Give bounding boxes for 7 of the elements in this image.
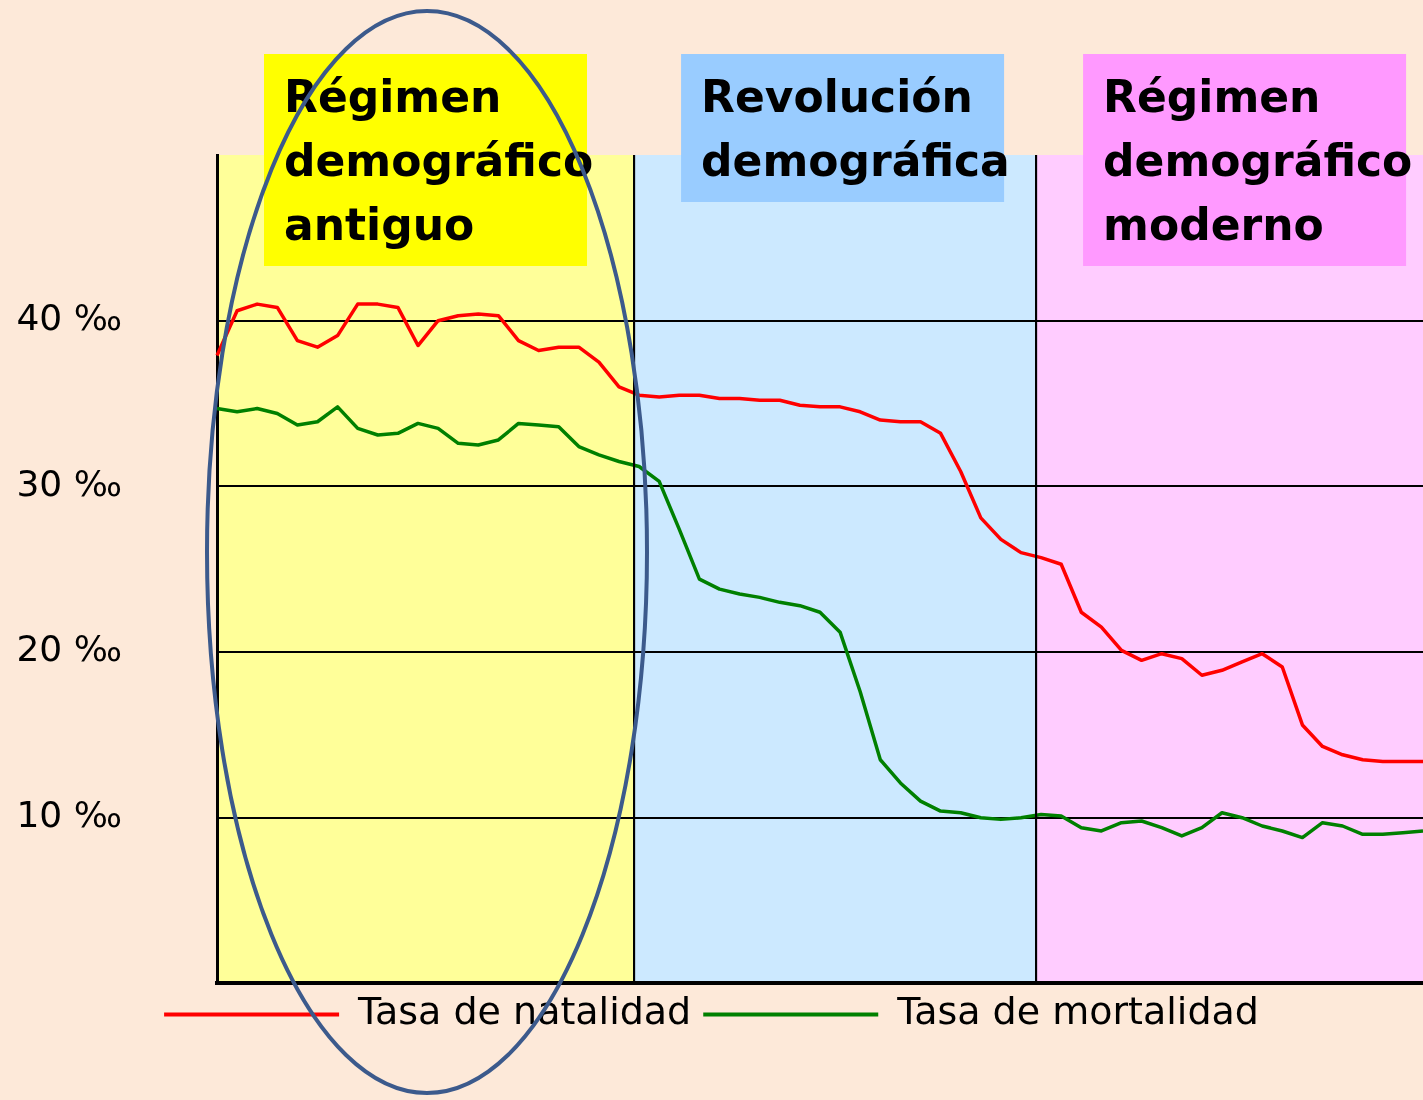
y-tick-label: 10 ‰ [16,794,122,836]
annotation: Revolución demográfica [701,71,1010,186]
y-tick-label: 30 ‰ [16,462,122,504]
legend-label: Tasa de mortalidad [896,989,1259,1034]
annotation: Régimen demográfico moderno [1103,71,1413,250]
y-tick-label: 20 ‰ [16,628,122,670]
y-tick-label: 40 ‰ [16,297,122,339]
